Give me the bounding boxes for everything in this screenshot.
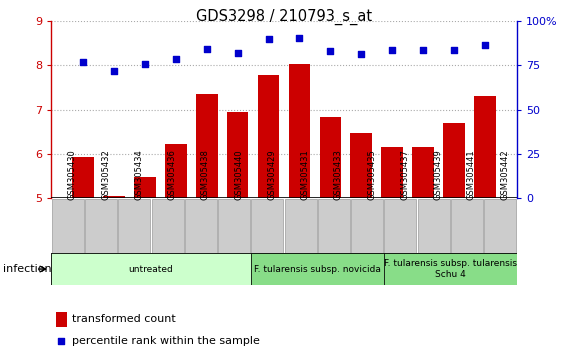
Point — [449, 47, 458, 53]
Bar — [350, 133, 372, 198]
Bar — [318, 199, 350, 253]
Text: untreated: untreated — [128, 264, 173, 274]
Bar — [218, 199, 250, 253]
Text: GDS3298 / 210793_s_at: GDS3298 / 210793_s_at — [196, 9, 372, 25]
Text: GSM305430: GSM305430 — [68, 149, 77, 200]
Text: GSM305440: GSM305440 — [234, 149, 243, 200]
Bar — [56, 312, 68, 327]
Text: GSM305438: GSM305438 — [201, 149, 210, 200]
Bar — [51, 253, 250, 285]
Text: GSM305433: GSM305433 — [334, 149, 343, 200]
Point — [357, 52, 366, 57]
Point — [264, 36, 273, 42]
Bar — [417, 199, 450, 253]
Text: GSM305434: GSM305434 — [134, 149, 143, 200]
Point — [172, 56, 181, 62]
Bar — [85, 199, 117, 253]
Text: percentile rank within the sample: percentile rank within the sample — [72, 336, 260, 346]
Bar — [381, 147, 403, 198]
Bar — [443, 123, 465, 198]
Text: infection: infection — [3, 264, 52, 274]
Point — [110, 68, 119, 74]
Point — [57, 338, 66, 344]
Point — [140, 61, 149, 67]
Bar — [451, 199, 483, 253]
Text: GSM305432: GSM305432 — [101, 149, 110, 200]
Bar — [196, 94, 218, 198]
Bar — [320, 117, 341, 198]
Bar — [185, 199, 217, 253]
Bar — [52, 199, 83, 253]
Bar — [384, 253, 517, 285]
Point — [481, 42, 490, 47]
Bar — [227, 112, 248, 198]
Text: F. tularensis subsp. novicida: F. tularensis subsp. novicida — [254, 264, 381, 274]
Point — [295, 35, 304, 41]
Bar — [351, 199, 383, 253]
Text: GSM305441: GSM305441 — [467, 149, 476, 200]
Text: GSM305429: GSM305429 — [268, 149, 277, 200]
Point — [326, 48, 335, 54]
Point — [202, 46, 211, 51]
Point — [233, 50, 242, 56]
Text: GSM305431: GSM305431 — [300, 149, 310, 200]
Text: F. tularensis subsp. tularensis
Schu 4: F. tularensis subsp. tularensis Schu 4 — [384, 259, 517, 279]
Bar — [474, 97, 496, 198]
Bar — [103, 196, 125, 198]
Bar — [252, 199, 283, 253]
Point — [78, 59, 87, 64]
Bar — [485, 199, 516, 253]
Bar — [258, 75, 279, 198]
Bar — [134, 177, 156, 198]
Text: GSM305439: GSM305439 — [434, 149, 442, 200]
Text: GSM305435: GSM305435 — [367, 149, 376, 200]
Text: GSM305442: GSM305442 — [500, 149, 509, 200]
Bar — [165, 144, 187, 198]
Bar — [412, 147, 434, 198]
Bar — [118, 199, 151, 253]
Point — [419, 47, 428, 53]
Bar — [289, 64, 310, 198]
Bar — [152, 199, 183, 253]
Text: transformed count: transformed count — [72, 314, 176, 325]
Bar — [72, 157, 94, 198]
Text: GSM305437: GSM305437 — [400, 149, 410, 200]
Bar — [250, 253, 384, 285]
Bar — [285, 199, 316, 253]
Point — [387, 47, 396, 53]
Text: GSM305436: GSM305436 — [168, 149, 177, 200]
Bar — [385, 199, 416, 253]
